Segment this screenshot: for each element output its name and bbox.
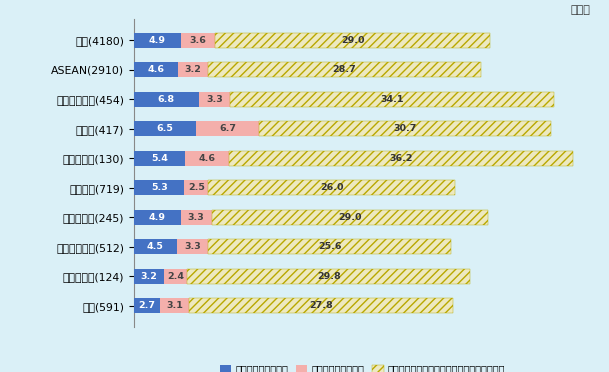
Text: 34.1: 34.1 (381, 95, 404, 104)
Text: 5.4: 5.4 (151, 154, 168, 163)
Bar (178, 62, 208, 77)
Text: 3.2: 3.2 (141, 272, 158, 281)
Text: 6.8: 6.8 (158, 95, 175, 104)
Text: 2.4: 2.4 (167, 272, 185, 281)
Text: 4.9: 4.9 (149, 36, 166, 45)
Bar (134, 209, 180, 225)
Text: 4.5: 4.5 (147, 242, 164, 251)
Bar (134, 180, 185, 195)
Bar (134, 269, 164, 284)
Bar (164, 269, 187, 284)
Text: 28.7: 28.7 (333, 65, 356, 74)
Text: 6.5: 6.5 (157, 124, 174, 133)
Text: 3.2: 3.2 (185, 65, 202, 74)
Bar (134, 121, 195, 137)
Legend: すでに連携している, 連携する予定がある, 連携してないが、連携への意思・関心がある: すでに連携している, 連携する予定がある, 連携してないが、連携への意思・関心が… (216, 360, 509, 372)
Text: 26.0: 26.0 (320, 183, 343, 192)
Bar (199, 92, 230, 107)
Bar (208, 62, 481, 77)
Bar (208, 180, 456, 195)
Bar (259, 121, 551, 137)
Bar (212, 209, 488, 225)
Bar (134, 92, 199, 107)
Bar (208, 239, 451, 254)
Bar (134, 62, 178, 77)
Text: 3.3: 3.3 (184, 242, 201, 251)
Text: 36.2: 36.2 (389, 154, 413, 163)
Text: 5.3: 5.3 (151, 183, 167, 192)
Text: 2.7: 2.7 (138, 301, 155, 310)
Text: 4.6: 4.6 (147, 65, 164, 74)
Bar (180, 33, 215, 48)
Text: 3.3: 3.3 (206, 95, 223, 104)
Text: 3.6: 3.6 (189, 36, 206, 45)
Bar (195, 121, 259, 137)
Text: 29.0: 29.0 (341, 36, 364, 45)
Text: 4.9: 4.9 (149, 213, 166, 222)
Text: 25.6: 25.6 (318, 242, 342, 251)
Bar (180, 209, 212, 225)
Text: 29.8: 29.8 (317, 272, 340, 281)
Text: 27.8: 27.8 (309, 301, 333, 310)
Bar (134, 151, 185, 166)
Text: 29.0: 29.0 (338, 213, 362, 222)
Bar (189, 298, 453, 313)
Bar (187, 269, 471, 284)
Bar (230, 92, 554, 107)
Text: 6.7: 6.7 (219, 124, 236, 133)
Bar (160, 298, 189, 313)
Text: 3.1: 3.1 (166, 301, 183, 310)
Bar (177, 239, 208, 254)
Text: 2.5: 2.5 (188, 183, 205, 192)
Text: 4.6: 4.6 (199, 154, 216, 163)
Text: 3.3: 3.3 (188, 213, 205, 222)
Bar (134, 239, 177, 254)
Bar (185, 151, 229, 166)
Text: 30.7: 30.7 (393, 124, 417, 133)
Text: （％）: （％） (571, 6, 591, 16)
Bar (134, 298, 160, 313)
Bar (134, 33, 180, 48)
Bar (229, 151, 573, 166)
Bar (215, 33, 490, 48)
Bar (185, 180, 208, 195)
